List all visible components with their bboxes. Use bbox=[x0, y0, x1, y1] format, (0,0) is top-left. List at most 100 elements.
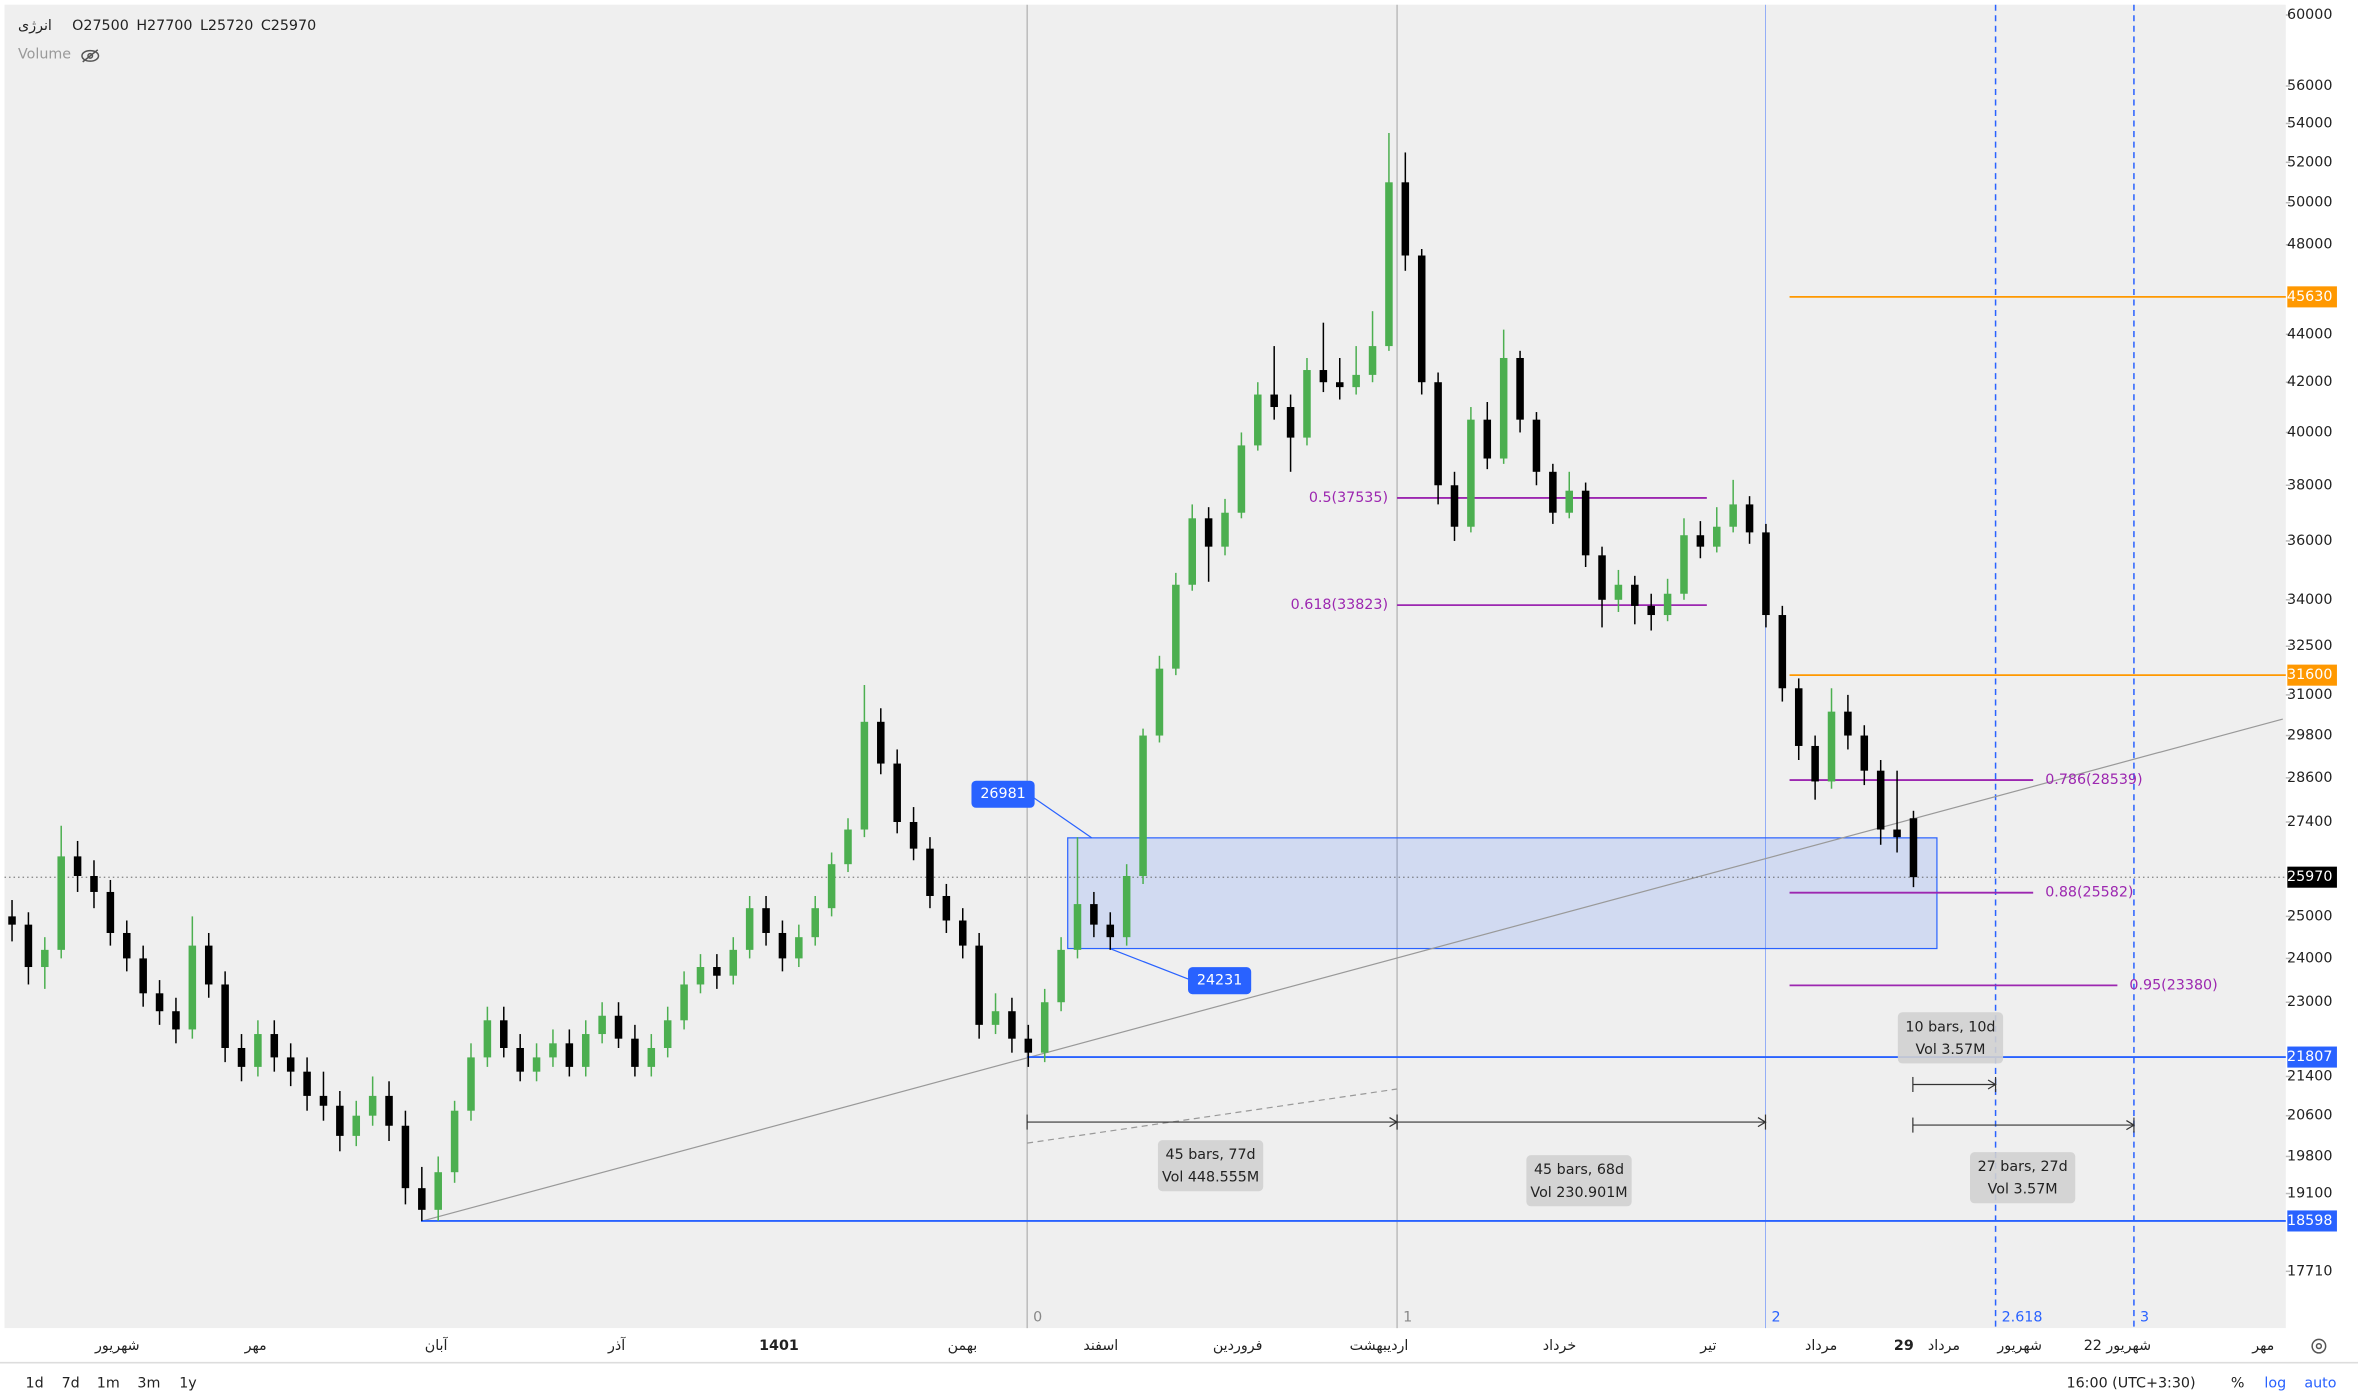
candle-body bbox=[319, 1095, 328, 1106]
price-line-tag-bg bbox=[2287, 286, 2337, 308]
box-top-label-bg bbox=[971, 780, 1035, 808]
candle-body bbox=[1417, 255, 1426, 383]
candle-body bbox=[1319, 370, 1328, 383]
candle-body bbox=[1057, 949, 1065, 1003]
candle-body bbox=[1221, 512, 1229, 547]
axis-option[interactable]: % bbox=[2231, 1376, 2245, 1392]
candle-body bbox=[614, 1015, 623, 1039]
y-tick-label: 48000 bbox=[2287, 237, 2332, 253]
candle-body bbox=[1631, 584, 1639, 606]
candle-body bbox=[483, 1020, 492, 1058]
candle-body bbox=[1647, 605, 1655, 616]
range-bars: 45 bars, 68d bbox=[1534, 1162, 1624, 1178]
candle-body bbox=[696, 967, 705, 985]
x-tick-label: 1401 bbox=[759, 1338, 799, 1354]
candle-body bbox=[942, 895, 951, 921]
candle-body bbox=[1614, 584, 1623, 600]
y-tick-label: 29800 bbox=[2287, 728, 2332, 744]
candle-body bbox=[1532, 419, 1541, 472]
candle-body bbox=[1155, 668, 1164, 736]
x-tick-label: تیر bbox=[1699, 1338, 1716, 1354]
ohlc-value: L25720 bbox=[200, 18, 253, 34]
candle-body bbox=[762, 908, 770, 933]
y-tick-label: 27400 bbox=[2287, 814, 2332, 830]
range-button[interactable]: 1d bbox=[26, 1376, 44, 1392]
price-line-tag: 45630 bbox=[2287, 289, 2332, 305]
candle-body bbox=[1893, 829, 1901, 838]
range-button[interactable]: 3m bbox=[137, 1376, 160, 1392]
x-tick-label: مرداد bbox=[1928, 1338, 1960, 1354]
candle-body bbox=[745, 908, 754, 950]
range-button[interactable]: 1m bbox=[97, 1376, 120, 1392]
range-button[interactable]: 1y bbox=[179, 1376, 197, 1392]
candle-body bbox=[270, 1034, 279, 1058]
y-tick-label: 21400 bbox=[2287, 1068, 2332, 1084]
price-line-tag-bg bbox=[2287, 664, 2337, 686]
candle-body bbox=[1368, 346, 1377, 375]
candle-body bbox=[1696, 535, 1705, 547]
x-tick-label: اسفند bbox=[1083, 1338, 1118, 1354]
symbol: انرژی bbox=[18, 18, 52, 34]
fib-label: 0.618(33823) bbox=[1291, 597, 1388, 613]
range-volume: Vol 3.57M bbox=[1915, 1042, 1985, 1058]
axis-option[interactable]: log bbox=[2264, 1376, 2286, 1392]
x-tick-label: 22 شهریور bbox=[2084, 1338, 2151, 1354]
current-price-tag: 25970 bbox=[2287, 869, 2332, 885]
candle-body bbox=[516, 1047, 524, 1072]
box-top-label: 26981 bbox=[980, 786, 1025, 802]
candle-body bbox=[729, 949, 738, 976]
candle-body bbox=[57, 856, 65, 950]
candle-body bbox=[41, 949, 49, 968]
candle-body bbox=[549, 1043, 557, 1058]
y-tick-label: 31000 bbox=[2287, 687, 2332, 703]
x-tick-label: فروردین bbox=[1213, 1338, 1263, 1354]
price-line-tag: 18598 bbox=[2287, 1213, 2332, 1229]
candle-body bbox=[401, 1125, 410, 1189]
candle-body bbox=[598, 1015, 606, 1035]
candle-body bbox=[1040, 1002, 1049, 1053]
candle-body bbox=[1385, 182, 1393, 347]
range-volume: Vol 448.555M bbox=[1162, 1170, 1259, 1186]
x-tick-label: مهر bbox=[244, 1338, 267, 1354]
y-tick-label: 28600 bbox=[2287, 770, 2332, 786]
eye-off-icon[interactable] bbox=[81, 49, 100, 63]
y-tick-label: 23000 bbox=[2287, 994, 2332, 1010]
candle-body bbox=[1827, 711, 1836, 782]
y-tick-label: 36000 bbox=[2287, 533, 2332, 549]
timezone[interactable]: 16:00 (UTC+3:30) bbox=[2067, 1376, 2196, 1392]
candle-body bbox=[1073, 904, 1082, 950]
candle-body bbox=[1122, 875, 1131, 938]
range-volume: Vol 230.901M bbox=[1530, 1185, 1627, 1201]
candle-body bbox=[860, 721, 869, 830]
y-tick-label: 34000 bbox=[2287, 592, 2332, 608]
price-line-tag-bg bbox=[2287, 1210, 2337, 1232]
range-button[interactable]: 7d bbox=[62, 1376, 80, 1392]
settings-icon[interactable] bbox=[2311, 1338, 2327, 1354]
y-tick-label: 19100 bbox=[2287, 1186, 2332, 1202]
price-line-tag: 21807 bbox=[2287, 1049, 2332, 1065]
fib-label: 0.88(25582) bbox=[2045, 885, 2133, 901]
candle-body bbox=[532, 1057, 541, 1072]
fib-label: 0.5(37535) bbox=[1309, 490, 1388, 506]
axis-option[interactable]: auto bbox=[2304, 1376, 2336, 1392]
ohlc-value: O27500 bbox=[72, 18, 129, 34]
candle-body bbox=[1499, 357, 1508, 459]
candle-body bbox=[1434, 382, 1442, 486]
candle-body bbox=[1401, 182, 1410, 256]
candle-body bbox=[1778, 615, 1787, 689]
candle-body bbox=[1450, 485, 1459, 527]
fib-label: 0.786(28539) bbox=[2045, 772, 2142, 788]
candle-body bbox=[1745, 504, 1754, 533]
range-box bbox=[1157, 1140, 1264, 1192]
y-tick-label: 42000 bbox=[2287, 374, 2332, 390]
candle-body bbox=[155, 993, 164, 1012]
candle-body bbox=[713, 967, 721, 976]
volume-label: Volume bbox=[18, 46, 71, 62]
candle-body bbox=[1844, 711, 1852, 736]
candle-body bbox=[1008, 1011, 1016, 1039]
y-tick-label: 50000 bbox=[2287, 195, 2332, 211]
time-zone-label: 2.618 bbox=[2002, 1310, 2043, 1326]
candle-body bbox=[795, 937, 803, 959]
current-price-tag-bg bbox=[2287, 866, 2337, 888]
